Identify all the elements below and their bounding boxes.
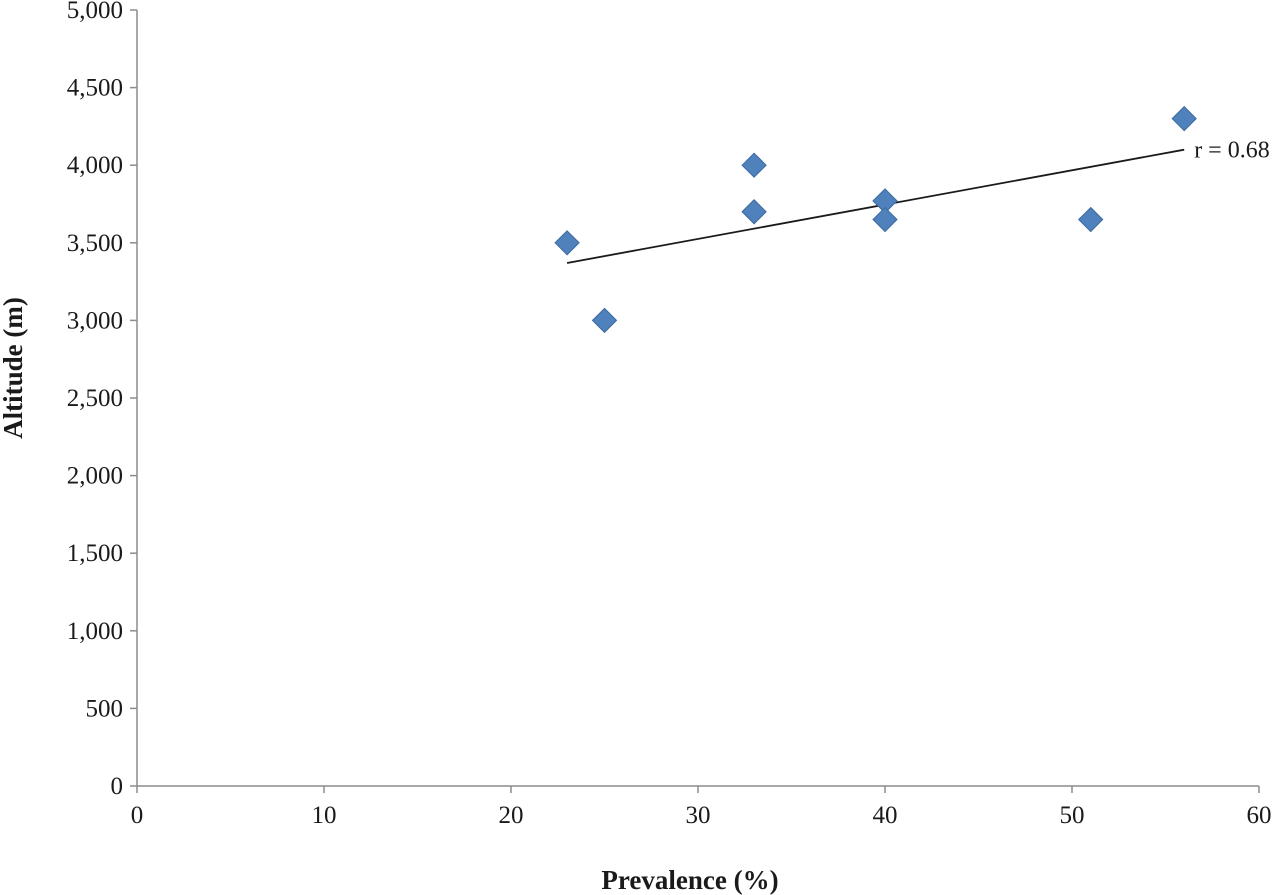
- axes: 05001,0001,5002,0002,5003,0003,5004,0004…: [67, 0, 1272, 829]
- y-tick-label: 3,500: [67, 230, 123, 257]
- y-axis-ticks: 0 500 1,000 1,500 2,000 2,500 3,000 3,500 4,000 4…: [67, 0, 137, 800]
- x-tick-label: 40: [873, 802, 898, 829]
- data-point-diamond: [1077, 206, 1104, 233]
- data-points: [554, 105, 1197, 334]
- y-tick-label: 4,500: [67, 75, 123, 102]
- y-tick-label: 500: [86, 695, 124, 722]
- data-point-diamond: [872, 206, 898, 233]
- x-tick-label: 30: [686, 802, 711, 829]
- data-point-diamond: [1171, 105, 1197, 132]
- trendline-label: r = 0.68: [1194, 138, 1270, 164]
- y-tick-label: 3,000: [67, 307, 123, 334]
- y-tick-label: 1,500: [67, 540, 123, 567]
- data-point-diamond: [741, 199, 767, 225]
- x-tick-label: 60: [1247, 802, 1272, 829]
- y-tick-label: 0: [111, 773, 124, 800]
- x-tick-label: 20: [499, 802, 524, 829]
- trendline-group: r = 0.68: [566, 138, 1270, 264]
- x-axis-title: Prevalence (%): [601, 865, 778, 895]
- y-tick-label: 1,000: [67, 618, 123, 645]
- data-point-diamond: [591, 307, 618, 334]
- x-tick-label: 10: [312, 802, 337, 829]
- y-axis-title: Altitude (m): [0, 297, 28, 439]
- x-tick-label: 50: [1060, 802, 1085, 829]
- data-point-diamond: [554, 230, 580, 256]
- y-tick-label: 2,500: [67, 385, 123, 412]
- x-tick-label: 0: [131, 802, 144, 829]
- x-axis-ticks: 0 10 20 30 40 50 60: [131, 786, 1272, 829]
- y-tick-label: 2,000: [67, 463, 123, 490]
- y-tick-label: 5,000: [67, 0, 123, 24]
- y-tick-label: 4,000: [67, 152, 123, 179]
- data-point-diamond: [741, 152, 767, 178]
- trendline: [566, 148, 1185, 264]
